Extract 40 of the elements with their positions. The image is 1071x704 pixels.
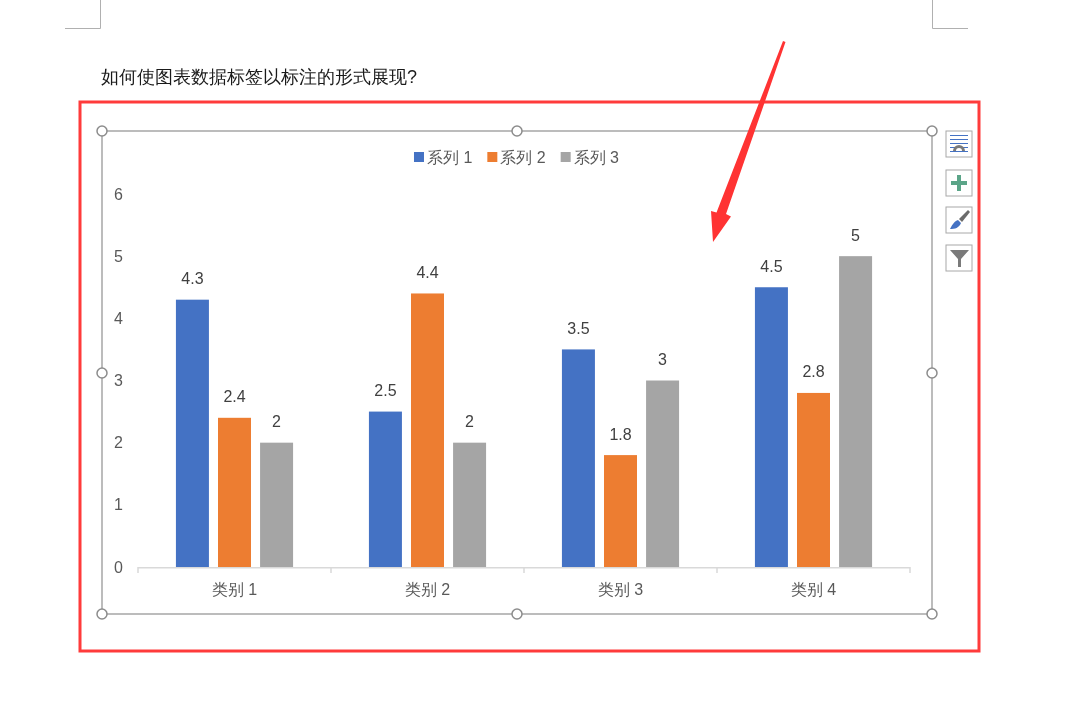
y-tick-label: 6 <box>114 185 124 203</box>
data-label: 2 <box>272 413 282 431</box>
bar <box>411 293 444 567</box>
legend-label: 系列 3 <box>573 148 620 166</box>
bar <box>453 442 487 567</box>
data-label: 4.5 <box>760 257 783 275</box>
data-label: 2 <box>465 413 475 431</box>
y-tick-label: 3 <box>114 372 124 389</box>
data-label: 5 <box>851 226 861 244</box>
data-label: 3.5 <box>567 319 590 337</box>
y-tick-label: 5 <box>114 247 124 265</box>
bar <box>260 442 294 567</box>
data-label: 4.4 <box>416 263 439 281</box>
legend-label: 系列 2 <box>500 148 546 166</box>
bar <box>218 417 251 567</box>
data-label: 2.4 <box>223 388 246 406</box>
bar <box>604 455 637 567</box>
x-tick-label: 类别 3 <box>597 580 644 598</box>
y-tick-label: 1 <box>114 496 124 514</box>
data-label: 2.8 <box>802 363 825 381</box>
bar <box>646 380 680 567</box>
data-label: 3 <box>658 351 668 368</box>
legend-label: 系列 1 <box>426 148 473 166</box>
bar <box>368 411 402 567</box>
bar <box>175 299 209 567</box>
bar <box>754 287 788 567</box>
y-tick-label: 2 <box>114 434 124 452</box>
plot: 0 1 2 3 4 5 6 类别 1 类别 2 类别 3 类别 4 4.3 2.5 3.5 4.5 2.4 4.4 1.8 2.8 2 2 3 5 <box>114 185 911 598</box>
data-label: 4.3 <box>181 270 204 288</box>
x-tick-label: 类别 1 <box>211 580 258 598</box>
data-label: 2.5 <box>374 382 397 400</box>
y-tick-label: 4 <box>114 309 124 327</box>
x-tick-label: 类别 2 <box>404 580 451 598</box>
chart-title: 如何使图表数据标签以标注的形式展现? <box>101 67 418 87</box>
bar <box>797 392 830 567</box>
y-tick-label: 0 <box>114 558 124 576</box>
bar <box>839 256 873 567</box>
data-label: 1.8 <box>609 425 632 443</box>
bar <box>561 349 595 567</box>
x-tick-label: 类别 4 <box>790 580 837 598</box>
